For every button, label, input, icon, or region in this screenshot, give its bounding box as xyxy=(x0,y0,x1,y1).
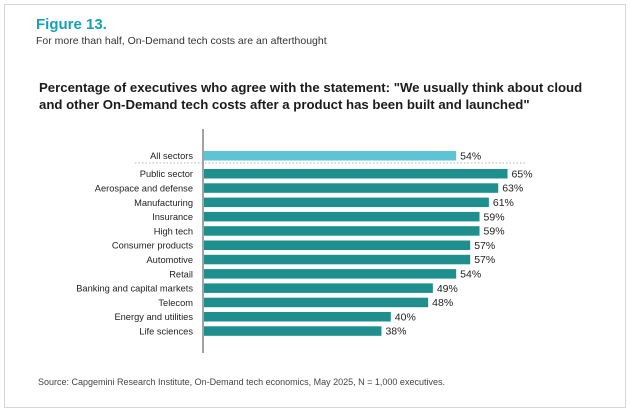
bar xyxy=(204,254,471,265)
bar xyxy=(204,297,429,308)
figure-subtitle: For more than half, On-Demand tech costs… xyxy=(36,35,327,47)
data-label: 59% xyxy=(484,226,505,238)
data-label: 40% xyxy=(395,311,416,323)
category-label: Insurance xyxy=(152,212,193,222)
data-label: 48% xyxy=(432,297,453,309)
data-label: 49% xyxy=(437,283,458,295)
category-label: Telecom xyxy=(158,298,193,308)
data-label: 57% xyxy=(474,240,495,252)
data-label: 54% xyxy=(460,268,481,280)
data-label: 38% xyxy=(385,326,406,338)
bar xyxy=(204,269,457,279)
category-label: Retail xyxy=(169,269,193,279)
bar-chart: All sectors 54% Public sector 65% Aerospace … xyxy=(76,129,533,353)
category-label: Consumer products xyxy=(112,241,193,251)
category-label: Public sector xyxy=(140,169,193,179)
category-label: Life sciences xyxy=(139,326,193,336)
bar xyxy=(204,283,433,293)
category-label: High tech xyxy=(154,226,193,236)
bar xyxy=(204,211,480,222)
bar xyxy=(204,226,480,236)
category-label: Energy and utilities xyxy=(114,312,193,322)
category-label: Manufacturing xyxy=(134,198,193,208)
bar xyxy=(204,169,508,179)
bar xyxy=(204,326,382,336)
category-label: All sectors xyxy=(150,151,193,161)
category-label: Automotive xyxy=(146,255,193,265)
data-label: 54% xyxy=(460,150,481,162)
bar xyxy=(204,197,489,208)
category-label: Banking and capital markets xyxy=(76,284,193,294)
source-note: Source: Capgemini Research Institute, On… xyxy=(38,377,445,387)
data-label: 63% xyxy=(502,183,523,195)
data-label: 61% xyxy=(493,197,514,209)
figure-label: Figure 13. xyxy=(36,16,107,33)
data-label: 65% xyxy=(512,168,533,180)
bar xyxy=(204,151,457,161)
category-label: Aerospace and defense xyxy=(95,183,193,193)
bar xyxy=(204,183,499,193)
figure-frame: Figure 13. For more than half, On-Demand… xyxy=(4,4,626,408)
data-label: 59% xyxy=(484,211,505,223)
bar xyxy=(204,312,391,322)
data-label: 57% xyxy=(474,254,495,266)
chart-title: Percentage of executives who agree with … xyxy=(39,80,583,112)
bar xyxy=(204,240,471,250)
